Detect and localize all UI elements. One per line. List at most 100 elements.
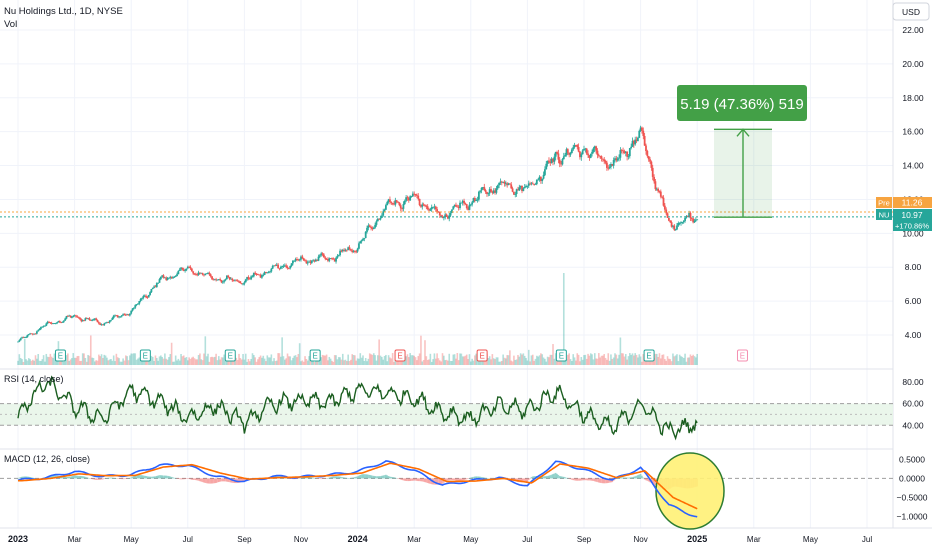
candle	[561, 157, 564, 166]
volume-bar	[669, 359, 672, 365]
candle	[407, 196, 410, 203]
macd-histogram-bar	[581, 478, 584, 481]
earnings-marker[interactable]: E	[224, 349, 236, 362]
earnings-marker[interactable]: E	[736, 349, 748, 362]
candle	[128, 313, 131, 317]
candle	[566, 148, 569, 156]
earnings-marker[interactable]: E	[643, 349, 655, 362]
volume-bar	[67, 353, 69, 365]
volume-bar	[673, 356, 676, 365]
earnings-marker[interactable]: E	[54, 349, 66, 362]
macd-histogram-bar	[622, 477, 624, 479]
candle	[507, 182, 510, 186]
macd-histogram-bar	[108, 477, 111, 479]
macd-histogram-bar	[316, 478, 318, 479]
candle	[320, 251, 323, 257]
candle	[618, 154, 620, 162]
volume-bar	[526, 360, 529, 365]
candle	[608, 164, 611, 170]
volume-bar	[99, 356, 102, 365]
candle	[612, 157, 615, 169]
earnings-marker[interactable]: E	[309, 349, 321, 362]
volume-bar	[27, 358, 30, 365]
macd-histogram-bar	[447, 478, 449, 481]
candle	[91, 318, 94, 322]
macd-histogram-bar	[362, 474, 364, 479]
candle	[588, 154, 591, 161]
volume-bar	[382, 359, 385, 365]
macd-histogram-bar	[131, 476, 134, 479]
macd-histogram-bar	[595, 478, 597, 482]
macd-histogram-bar	[379, 476, 382, 479]
volume-bar	[33, 360, 35, 365]
candle	[53, 323, 56, 325]
volume-bar	[569, 359, 572, 365]
candle	[583, 145, 585, 151]
macd-histogram-bar	[410, 478, 413, 481]
candle	[545, 160, 548, 170]
earnings-marker[interactable]: E	[476, 349, 488, 362]
volume-bar	[41, 359, 44, 365]
macd-histogram-bar	[452, 478, 455, 481]
macd-histogram-bar	[618, 477, 620, 479]
candle	[463, 198, 465, 206]
candle	[255, 273, 258, 276]
volume-bar	[375, 360, 378, 365]
earnings-marker[interactable]: E	[139, 349, 151, 362]
macd-histogram-bar	[421, 478, 424, 482]
volume-bar	[436, 353, 438, 365]
candle	[231, 277, 234, 283]
earnings-marker[interactable]: E	[394, 349, 406, 362]
macd-histogram-bar	[164, 475, 166, 479]
candle	[576, 144, 579, 150]
macd-histogram-bar	[185, 478, 188, 479]
candle	[537, 177, 540, 181]
price-range-measure[interactable]: 5.19 (47.36%) 519	[677, 85, 807, 218]
macd-tick-label: −0.5000	[897, 492, 928, 502]
macd-histogram-bar	[402, 478, 405, 481]
currency-button[interactable]	[892, 2, 930, 21]
volume-bar	[216, 360, 219, 365]
volume-bar	[537, 356, 539, 365]
macd-histogram-bar	[220, 478, 223, 482]
volume-bar	[660, 358, 662, 365]
candle	[227, 274, 230, 278]
candlesticks[interactable]	[17, 125, 699, 343]
volume-bar	[219, 359, 221, 365]
volume-bar	[110, 358, 112, 365]
volume-bar	[212, 357, 215, 365]
candle	[23, 336, 26, 338]
volume-bar	[649, 361, 651, 365]
candle	[123, 313, 126, 316]
macd-histogram-bar	[80, 475, 83, 479]
rsi-axis: 80.00 60.00 40.00	[902, 377, 924, 430]
candle	[205, 273, 208, 275]
volume-bar	[362, 355, 364, 365]
time-tick-label: Mar	[68, 535, 82, 544]
volume-bar	[509, 350, 511, 365]
earnings-marker[interactable]: E	[555, 349, 567, 362]
candle	[542, 171, 545, 180]
volume-bar	[612, 357, 615, 365]
candle	[261, 273, 263, 279]
candle	[560, 160, 562, 167]
volume-bar	[507, 355, 510, 365]
macd-histogram-bar	[119, 478, 122, 479]
candle	[434, 205, 437, 212]
volume-bar	[363, 360, 366, 365]
volume-bar	[302, 361, 305, 365]
volume-bar	[554, 353, 557, 365]
macd-histogram-bar	[408, 478, 410, 482]
volume-bar	[465, 354, 468, 365]
candle	[587, 150, 589, 158]
candle	[438, 211, 441, 219]
volume-bar	[368, 353, 371, 365]
macd-histogram-bar	[642, 477, 645, 479]
time-axis[interactable]: 2023 Mar May Jul Sep Nov 2024 Mar May Jul Sep Nov 20…	[8, 534, 872, 544]
candle	[476, 196, 479, 203]
volume-bar	[158, 356, 161, 365]
volume-bar	[585, 358, 588, 365]
volume-bar	[604, 357, 607, 365]
